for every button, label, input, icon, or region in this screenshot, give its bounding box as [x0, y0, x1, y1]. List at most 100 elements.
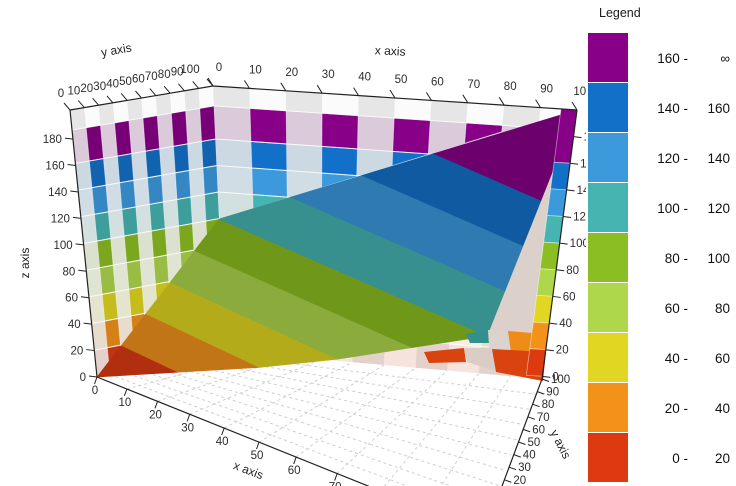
- tick-label: 20: [80, 83, 93, 95]
- tick: [518, 441, 526, 445]
- surface-projection-band: [101, 291, 119, 322]
- legend-swatch: [588, 333, 628, 382]
- tick: [353, 87, 360, 96]
- surface-plane: [96, 109, 578, 378]
- tick-label: 80: [158, 69, 171, 81]
- tick-label: 60: [288, 465, 301, 477]
- legend-range-from: 60 -: [664, 300, 688, 316]
- floor-gridline-y: [109, 373, 487, 486]
- legend-range-from: 140 -: [657, 100, 688, 116]
- tick: [92, 97, 99, 106]
- tick-label: 100: [570, 238, 589, 250]
- legend-range-label: 40 - 60: [636, 351, 730, 366]
- surface-projection-band: [128, 286, 145, 317]
- wall-gridline: [78, 165, 217, 191]
- legend-swatch: [588, 283, 628, 332]
- tick: [545, 349, 554, 352]
- tick: [88, 375, 98, 378]
- legend-range-to: 80: [714, 300, 730, 316]
- tick: [83, 322, 92, 325]
- tick: [293, 456, 297, 465]
- tick-label: 60: [65, 293, 78, 305]
- tick: [221, 427, 225, 436]
- axis-title: x axis: [375, 43, 406, 59]
- tick-label: 0: [92, 385, 98, 397]
- tick: [549, 322, 558, 325]
- legend-range-from: 20 -: [664, 400, 688, 416]
- surface-projection-band: [149, 201, 166, 232]
- floor-gridline-y: [161, 363, 512, 456]
- legend-range-label: 100 - 120: [636, 201, 730, 216]
- legend-range-label: 0 - 20: [636, 451, 730, 466]
- tick-label: 100: [180, 64, 199, 76]
- tick: [552, 295, 561, 298]
- tick-label: 0: [58, 88, 64, 100]
- tick-label: 60: [431, 76, 444, 88]
- legend-item: 140 - 160: [588, 83, 730, 133]
- tick-label: 120: [51, 213, 70, 225]
- tick-label: 10: [68, 86, 81, 98]
- tick: [389, 89, 396, 99]
- wall-gridline: [83, 218, 220, 244]
- surface-projection-band: [104, 318, 121, 349]
- wall-gridline: [213, 105, 575, 131]
- surface-projection-band: [94, 211, 112, 242]
- legend-swatch: [588, 133, 628, 182]
- tick-label: 50: [395, 74, 408, 86]
- surface-projection-band: [174, 169, 192, 200]
- tick: [75, 243, 84, 246]
- surface-projection-band: [204, 191, 219, 222]
- legend-swatch: [588, 233, 628, 282]
- tick: [571, 101, 578, 111]
- tick-label: 40: [216, 436, 229, 448]
- tick-label: 70: [467, 79, 480, 91]
- tick-label: 40: [523, 450, 536, 462]
- tick-label: 40: [106, 78, 119, 90]
- tick: [80, 296, 90, 299]
- tick: [154, 401, 158, 409]
- corner-fragments: [424, 330, 546, 381]
- tick-label: 0: [80, 372, 86, 384]
- tick-label: 40: [358, 72, 371, 84]
- surface-projection-band: [321, 145, 358, 177]
- floor-gridline-x: [380, 373, 480, 486]
- tick-label: 30: [518, 462, 531, 474]
- floor-gridline-x: [295, 367, 416, 458]
- legend-title: Legend: [599, 6, 641, 20]
- floor-gridline-x: [223, 361, 353, 429]
- tick-label: 0: [552, 371, 558, 383]
- tick: [537, 391, 545, 395]
- tick-label: 90: [546, 387, 559, 399]
- surface-projection-band: [249, 107, 287, 145]
- surface-projection-band: [151, 228, 168, 259]
- axis-line: [541, 109, 578, 380]
- legend-range-label: 20 - 40: [636, 401, 730, 416]
- tick-label: 0: [216, 62, 222, 74]
- tick-label: 60: [132, 74, 145, 86]
- axis-title: y axis: [547, 427, 573, 461]
- tick-label: 40: [559, 318, 572, 330]
- tick: [535, 99, 542, 108]
- tick: [498, 96, 505, 106]
- tick-label: 20: [513, 475, 526, 486]
- legend-range-label: 120 - 140: [636, 151, 730, 166]
- legend-swatch: [588, 83, 628, 132]
- legend-range-label: 140 - 160: [636, 101, 730, 116]
- surface-projection-band: [96, 238, 114, 269]
- legend-range-label: 80 - 100: [636, 251, 730, 266]
- surface-projection-band: [250, 141, 288, 171]
- legend-range-to: ∞: [720, 50, 730, 66]
- tick-label: 20: [71, 346, 84, 358]
- legend-panel: Legend 160 - ∞ 140 - 160 120 - 140 100 - 120 80 …: [586, 0, 736, 486]
- tick: [504, 479, 512, 483]
- tick: [78, 269, 87, 272]
- tick: [186, 414, 191, 422]
- axis-title: z axis: [18, 248, 32, 279]
- surface-projection-band: [321, 112, 359, 150]
- surface-projection-band: [123, 233, 141, 264]
- tick: [256, 441, 260, 450]
- tick: [462, 94, 469, 104]
- legend-swatch: [588, 183, 628, 232]
- surface-projection-band: [201, 138, 218, 169]
